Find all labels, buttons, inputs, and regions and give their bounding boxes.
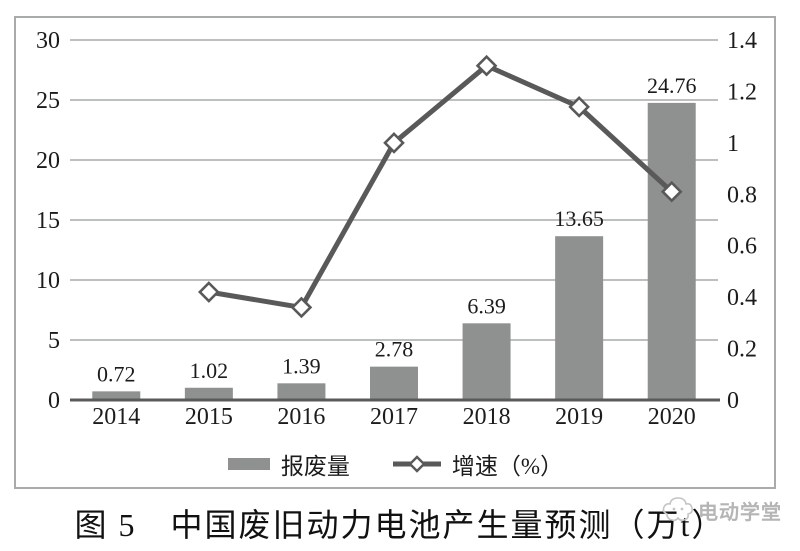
left-axis-tick-label: 30 [36,28,60,54]
x-axis-label: 2015 [185,404,233,430]
left-axis-tick-label: 5 [48,328,60,354]
watermark-text: 电动学堂 [698,501,782,524]
left-axis-tick-label: 25 [36,88,60,114]
right-axis-tick-label: 0.2 [727,337,757,363]
legend-item-scrap-volume: 报废量 [227,447,350,481]
bar-2017 [370,366,418,400]
right-axis-tick-label: 0.8 [727,182,757,208]
diamond-marker [198,281,220,303]
watermark: 电动学堂 [658,492,782,528]
right-axis-tick-label: 0 [727,388,739,414]
x-axis-label: 2014 [92,404,140,430]
bar-value-label: 24.76 [647,73,697,98]
diamond-marker [568,96,590,118]
bar-value-label: 6.39 [467,293,506,318]
left-axis-tick-label: 0 [48,388,60,414]
right-axis-tick-label: 1 [727,131,739,157]
right-axis-tick-label: 0.6 [727,234,757,260]
x-axis-label: 2018 [463,404,511,430]
bar-value-label: 0.72 [97,361,136,386]
diamond-marker [383,132,405,154]
right-axis-tick-label: 1.4 [727,28,757,54]
legend: 报废量 增速（%） [15,449,775,479]
right-axis-tick-label: 0.4 [727,285,757,311]
watermark-logo-icon [662,497,693,522]
legend-item-growth-rate: 增速（%） [392,447,563,481]
x-axis-label: 2019 [555,404,603,430]
x-axis-label: 2016 [277,404,325,430]
bar-2015 [184,387,233,400]
diamond-marker [290,296,313,319]
legend-bar-label: 报废量 [280,454,350,479]
growth-rate-line [208,63,674,310]
left-axis-tick-label: 10 [36,268,60,294]
bar-value-label: 1.02 [190,358,229,383]
bar-2019 [555,236,604,400]
bar-value-label: 1.39 [282,353,321,378]
left-axis-tick-label: 20 [36,148,60,174]
bar-2016 [277,383,326,400]
x-axis-label: 2017 [370,404,418,430]
bar-2020 [647,102,696,400]
bar-value-label: 13.65 [554,206,604,231]
bar-2018 [462,323,511,400]
legend-line-label: 增速（%） [451,454,564,479]
x-axis-label: 2020 [648,404,696,430]
left-axis-tick-label: 15 [36,208,60,234]
bar-swatch-icon [227,458,270,470]
line-swatch-icon [392,455,441,473]
figure-caption: 图 5 中国废旧动力电池产生量预测（万t） [74,507,726,543]
diamond-marker [475,54,498,77]
bar-value-label: 2.78 [375,337,414,362]
bar-2014 [92,391,141,400]
diamond-marker [660,180,683,203]
right-axis-tick-label: 1.2 [727,79,757,105]
